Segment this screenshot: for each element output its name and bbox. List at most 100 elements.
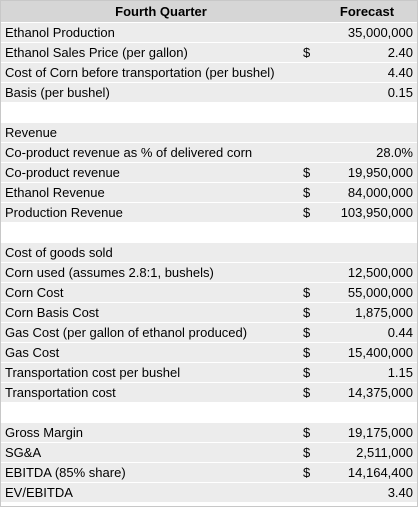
row-label-cell[interactable]: Co-product revenue as % of delivered cor… [5,145,253,160]
row-value-cell[interactable]: 19,950,000 [347,165,413,180]
row-value-cell[interactable]: 103,950,000 [340,205,413,220]
row-currency-cell[interactable]: $ [303,425,311,440]
row-label-cell[interactable]: Gas Cost (per gallon of ethanol produced… [5,325,248,340]
row-currency-cell[interactable]: $ [303,285,311,300]
row-value-cell[interactable] [325,243,417,262]
row-currency-cell[interactable] [303,403,325,422]
table-row: SG&A $2,511,000 [1,443,417,463]
row-currency-cell[interactable]: $ [303,345,311,360]
row-value-cell[interactable] [325,223,417,242]
table-row: Co-product revenue as % of delivered cor… [1,143,417,163]
row-label-cell[interactable] [1,403,303,422]
row-value-cell[interactable]: 1,875,000 [355,305,413,320]
row-currency-cell[interactable] [303,223,325,242]
row-currency-cell[interactable] [303,143,325,162]
row-label-cell[interactable]: Ethanol Production [5,25,115,40]
row-currency-cell[interactable] [303,83,325,102]
table-row: EV/EBITDA 3.40 [1,483,417,503]
table-row: Transportation cost $14,375,000 [1,383,417,403]
table-row: Corn Basis Cost $1,875,000 [1,303,417,323]
row-value-cell[interactable]: 19,175,000 [347,425,413,440]
table-row: Gross Margin $19,175,000 [1,423,417,443]
table-row: Gas Cost (per gallon of ethanol produced… [1,323,417,343]
row-label-cell[interactable]: Co-product revenue [5,165,120,180]
table-row: Revenue [1,123,417,143]
row-value-cell[interactable] [325,103,417,122]
row-label-cell[interactable]: SG&A [5,445,42,460]
row-currency-cell[interactable]: $ [303,45,311,60]
row-value-cell[interactable]: 0.44 [387,325,413,340]
row-currency-cell[interactable]: $ [303,385,311,400]
row-value-cell[interactable]: 2.40 [387,45,413,60]
table-row: Transportation cost per bushel $1.15 [1,363,417,383]
table-row: Cost of Corn before transportation (per … [1,63,417,83]
row-currency-cell[interactable] [303,123,325,142]
row-label-cell[interactable]: Cost of goods sold [5,245,113,260]
row-value-cell[interactable]: 3.40 [387,485,413,500]
row-label-cell[interactable] [1,223,303,242]
row-label-cell[interactable]: Revenue [5,125,58,140]
table-row: Ethanol Revenue $84,000,000 [1,183,417,203]
table-row: Cost of goods sold [1,243,417,263]
row-value-cell[interactable]: 12,500,000 [347,265,413,280]
row-currency-cell[interactable] [303,63,325,82]
table-row: Ethanol Production 35,000,000 [1,23,417,43]
row-currency-cell[interactable]: $ [303,185,311,200]
row-currency-cell[interactable] [303,103,325,122]
row-value-cell[interactable]: 35,000,000 [347,25,413,40]
table-body: Ethanol Production 35,000,000 Ethanol Sale… [1,23,417,503]
table-row [1,403,417,423]
row-label-cell[interactable]: EV/EBITDA [5,485,73,500]
row-label-cell[interactable]: Transportation cost [5,385,116,400]
row-currency-cell[interactable]: $ [303,445,311,460]
header-quarter-cell[interactable]: Fourth Quarter [115,4,207,19]
row-label-cell[interactable]: Ethanol Sales Price (per gallon) [5,45,188,60]
row-value-cell[interactable]: 14,164,400 [347,465,413,480]
row-label-cell[interactable]: Transportation cost per bushel [5,365,181,380]
row-label-cell[interactable]: Cost of Corn before transportation (per … [5,65,275,80]
row-value-cell[interactable]: 14,375,000 [347,385,413,400]
row-value-cell[interactable]: 4.40 [387,65,413,80]
row-currency-cell[interactable] [303,263,325,282]
table-row: Ethanol Sales Price (per gallon) $2.40 [1,43,417,63]
row-value-cell[interactable] [325,403,417,422]
header-forecast-cell[interactable]: Forecast [339,4,395,19]
row-currency-cell[interactable]: $ [303,165,311,180]
row-currency-cell[interactable]: $ [303,205,311,220]
row-label-cell[interactable]: Corn Cost [5,285,64,300]
row-value-cell[interactable]: 55,000,000 [347,285,413,300]
row-currency-cell[interactable]: $ [303,325,311,340]
row-label-cell[interactable]: Gross Margin [5,425,84,440]
row-currency-cell[interactable]: $ [303,365,311,380]
table-row: Basis (per bushel) 0.15 [1,83,417,103]
row-value-cell[interactable]: 0.15 [387,85,413,100]
row-value-cell[interactable]: 15,400,000 [347,345,413,360]
header-row: Fourth Quarter Forecast [1,1,417,23]
row-label-cell[interactable]: Corn used (assumes 2.8:1, bushels) [5,265,214,280]
row-label-cell[interactable]: Production Revenue [5,205,123,220]
row-label-cell[interactable]: Corn Basis Cost [5,305,99,320]
row-currency-cell[interactable]: $ [303,465,311,480]
row-currency-cell[interactable] [303,483,325,502]
row-value-cell[interactable]: 2,511,000 [356,445,413,460]
row-value-cell[interactable]: 1.15 [387,365,413,380]
row-value-cell[interactable] [325,123,417,142]
row-currency-cell[interactable] [303,23,325,42]
row-label-cell[interactable]: Gas Cost [5,345,60,360]
table-row: Corn used (assumes 2.8:1, bushels) 12,500… [1,263,417,283]
row-value-cell[interactable]: 28.0% [376,145,413,160]
row-value-cell[interactable]: 84,000,000 [347,185,413,200]
row-label-cell[interactable] [1,103,303,122]
table-row: Production Revenue $103,950,000 [1,203,417,223]
table-row: Co-product revenue $19,950,000 [1,163,417,183]
row-currency-cell[interactable] [303,243,325,262]
table-row: EBITDA (85% share) $14,164,400 [1,463,417,483]
row-label-cell[interactable]: EBITDA (85% share) [5,465,126,480]
table-row [1,103,417,123]
row-currency-cell[interactable]: $ [303,305,311,320]
table-row: Gas Cost $15,400,000 [1,343,417,363]
table-row [1,223,417,243]
row-label-cell[interactable]: Basis (per bushel) [5,85,110,100]
row-label-cell[interactable]: Ethanol Revenue [5,185,105,200]
